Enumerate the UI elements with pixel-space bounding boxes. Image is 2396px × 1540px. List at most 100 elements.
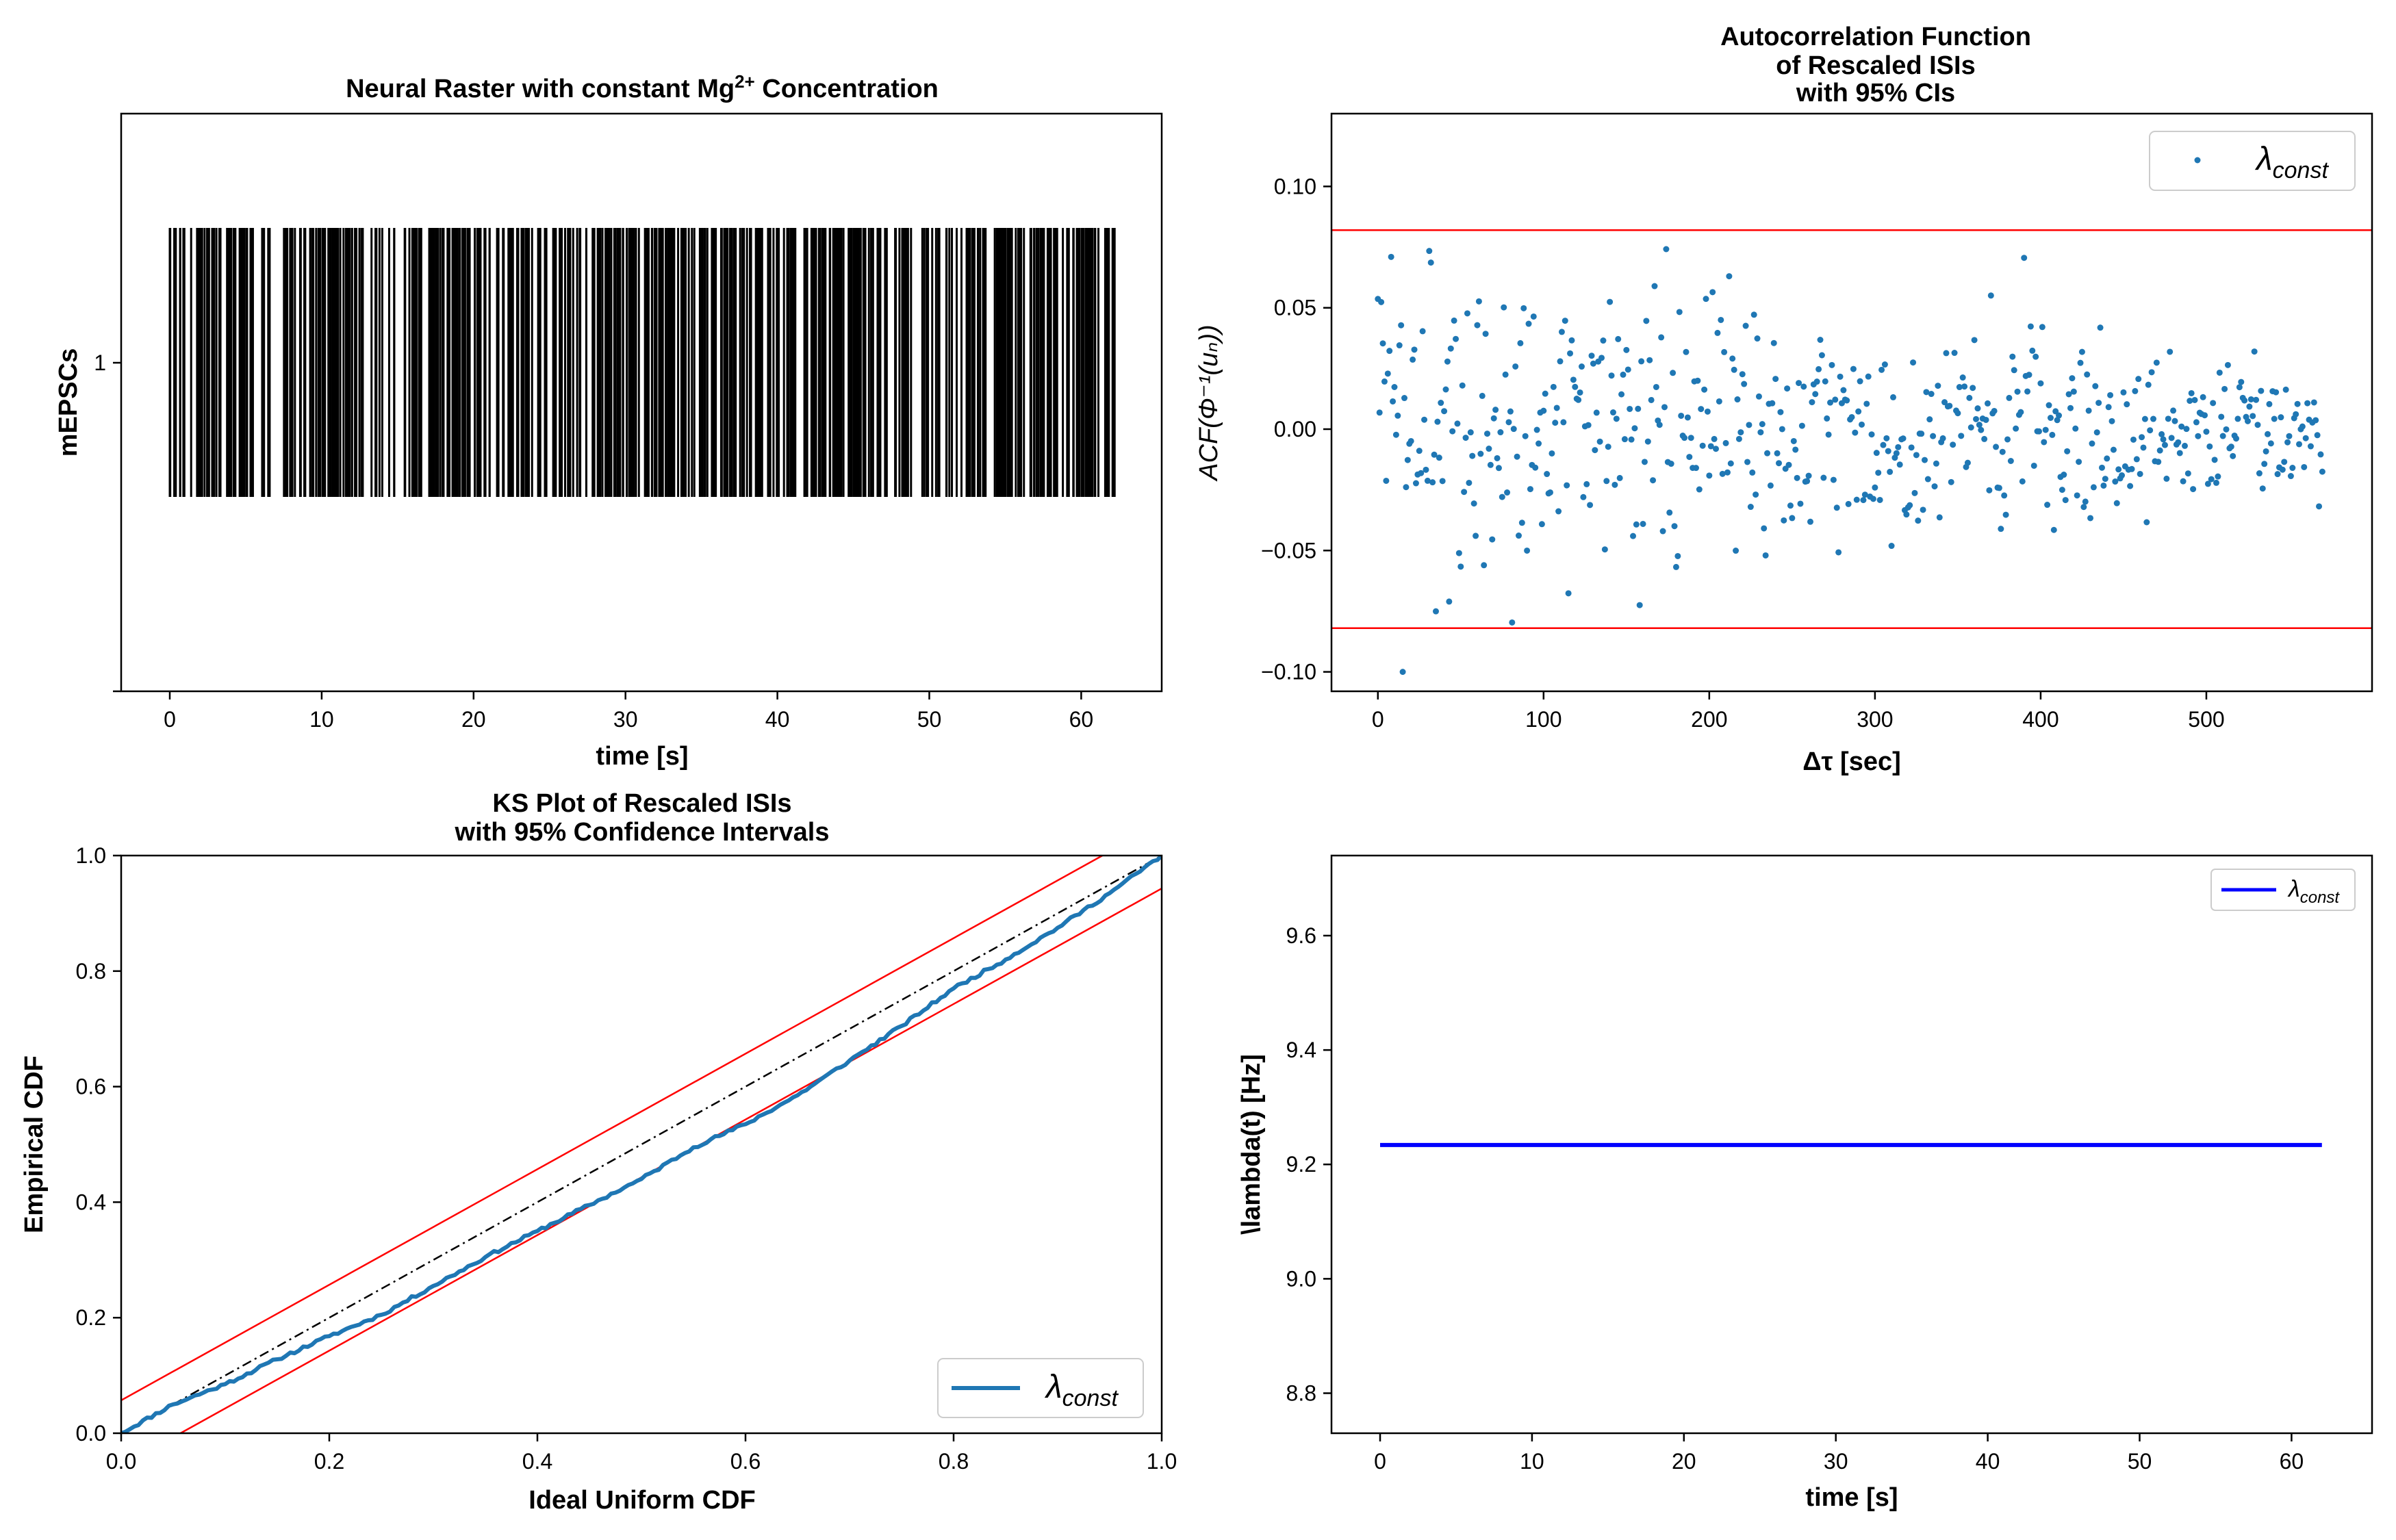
acf-point bbox=[1466, 479, 1473, 486]
rate-x-tick-label: 60 bbox=[2280, 1449, 2304, 1474]
acf-point bbox=[1759, 421, 1766, 428]
acf-point bbox=[1643, 318, 1650, 324]
rate-legend-label: λconst bbox=[2287, 876, 2340, 907]
acf-x-tick-label: 0 bbox=[1372, 707, 1384, 732]
acf-point bbox=[1426, 248, 1433, 255]
acf-point bbox=[1378, 298, 1385, 305]
acf-point bbox=[2254, 422, 2261, 428]
acf-point bbox=[1666, 509, 1673, 516]
acf-point bbox=[2156, 447, 2163, 454]
acf-point bbox=[1935, 383, 1941, 389]
acf-point bbox=[1394, 412, 1401, 419]
acf-point bbox=[1501, 304, 1507, 311]
acf-point bbox=[1684, 414, 1691, 421]
acf-point bbox=[1558, 329, 1565, 335]
acf-point bbox=[1550, 383, 1557, 390]
ks-x-tick-label: 0.6 bbox=[730, 1449, 761, 1474]
acf-point bbox=[1535, 440, 1542, 447]
acf-point bbox=[1701, 386, 1708, 393]
acf-point bbox=[2314, 432, 2321, 439]
acf-point bbox=[1941, 399, 1948, 406]
acf-point bbox=[2147, 427, 2154, 434]
rate-legend: λconst bbox=[2210, 869, 2356, 911]
acf-point bbox=[1439, 478, 1446, 485]
acf-point bbox=[1976, 422, 1983, 428]
acf-point bbox=[1755, 393, 1762, 400]
acf-point bbox=[1753, 491, 1759, 498]
acf-point bbox=[1966, 394, 1973, 401]
acf-point bbox=[1719, 470, 1726, 477]
acf-point bbox=[1896, 461, 1903, 468]
ks-x-tick-label: 0.8 bbox=[939, 1449, 969, 1474]
acf-point bbox=[1878, 366, 1885, 373]
acf-point bbox=[1464, 310, 1470, 317]
acf-point bbox=[1991, 407, 1998, 414]
acf-point bbox=[1577, 389, 1583, 396]
acf-title-line-1: Autocorrelation Function bbox=[1720, 23, 2031, 51]
acf-point bbox=[1744, 459, 1751, 465]
ks-x-tick-label: 0.4 bbox=[522, 1449, 552, 1474]
acf-point bbox=[2076, 459, 2082, 465]
acf-point bbox=[1961, 383, 1968, 390]
acf-point bbox=[1461, 489, 1468, 496]
acf-point bbox=[1907, 502, 1913, 509]
acf-point bbox=[2140, 444, 2147, 451]
ks-y-tick-label: 1.0 bbox=[76, 843, 106, 868]
acf-point bbox=[1943, 350, 1950, 357]
acf-point bbox=[1512, 363, 1519, 370]
ks-x-tick-label: 0.0 bbox=[106, 1449, 136, 1474]
acf-point bbox=[1646, 357, 1653, 363]
acf-point bbox=[1792, 446, 1799, 453]
acf-point bbox=[1429, 479, 1436, 486]
acf-point bbox=[1923, 389, 1930, 396]
acf-point bbox=[1592, 447, 1598, 454]
acf-point bbox=[1913, 452, 1920, 459]
acf-point bbox=[1392, 431, 1399, 438]
acf-point bbox=[1562, 318, 1568, 324]
acf-point bbox=[1552, 420, 1559, 426]
acf-point bbox=[2061, 472, 2067, 478]
ks-y-tick-label: 0.0 bbox=[76, 1421, 106, 1446]
acf-point bbox=[2312, 417, 2319, 424]
raster-plot-frame bbox=[120, 112, 1163, 693]
acf-point bbox=[1696, 486, 1703, 493]
acf-point bbox=[2215, 473, 2221, 480]
rate-x-tick-label: 50 bbox=[2128, 1449, 2152, 1474]
acf-point bbox=[2095, 400, 2102, 407]
acf-point bbox=[2206, 443, 2213, 450]
acf-point bbox=[2024, 388, 2031, 395]
acf-legend: λconst bbox=[2149, 131, 2356, 191]
acf-point bbox=[1611, 481, 1618, 488]
acf-point bbox=[1860, 497, 1867, 504]
acf-point bbox=[1797, 500, 1804, 507]
acf-point bbox=[1588, 352, 1595, 359]
acf-point bbox=[2203, 428, 2210, 435]
acf-point bbox=[2219, 433, 2226, 439]
rate-x-tick-label: 20 bbox=[1672, 1449, 1696, 1474]
acf-point bbox=[1741, 381, 1748, 387]
rate-x-tick-label: 10 bbox=[1520, 1449, 1544, 1474]
ks-x-tick-label: 1.0 bbox=[1147, 1449, 1177, 1474]
acf-point bbox=[2204, 480, 2211, 487]
acf-point bbox=[2281, 459, 2288, 465]
acf-point bbox=[2030, 462, 2037, 469]
acf-point bbox=[2250, 413, 2256, 420]
acf-point bbox=[1525, 320, 1532, 327]
acf-point bbox=[1451, 317, 1457, 324]
acf-point bbox=[1564, 482, 1570, 489]
acf-point bbox=[1674, 552, 1681, 559]
raster-title: Neural Raster with constant Mg2+ Concent… bbox=[346, 71, 939, 103]
acf-point bbox=[1762, 552, 1769, 559]
acf-point bbox=[2145, 381, 2152, 388]
acf-point bbox=[1640, 520, 1646, 527]
acf-point bbox=[1516, 532, 1522, 539]
acf-point bbox=[1520, 305, 1527, 311]
acf-point bbox=[2077, 359, 2084, 366]
acf-point bbox=[1670, 370, 1677, 376]
acf-point bbox=[1492, 407, 1499, 413]
acf-point bbox=[2007, 457, 2014, 464]
acf-point bbox=[1623, 346, 1630, 353]
acf-point bbox=[1794, 474, 1800, 481]
acf-point bbox=[1423, 466, 1429, 473]
acf-point bbox=[2112, 478, 2119, 485]
